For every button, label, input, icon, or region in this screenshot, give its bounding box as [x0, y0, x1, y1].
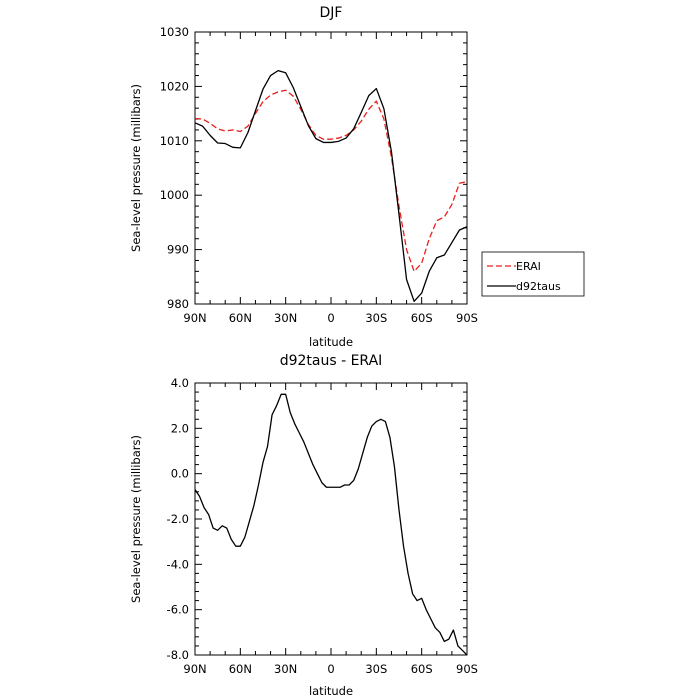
- chart-panel-2: d92taus - ERAI 90N 60N 30N 0 30S 60S 90S -8.0 -6.…: [129, 353, 478, 698]
- x-tick-label: 60S: [411, 662, 433, 676]
- y-tick-label: -2.0: [167, 512, 189, 526]
- x-tick-label: 90N: [183, 662, 206, 676]
- x-tick-label: 90S: [456, 311, 478, 325]
- x-tick-label: 90S: [456, 662, 478, 676]
- x-tick-label: 30N: [274, 662, 297, 676]
- y-tick-label: -4.0: [167, 557, 189, 571]
- y-axis-label: Sea-level pressure (millibars): [129, 435, 143, 603]
- legend-label-erai: ERAI: [516, 260, 541, 273]
- y-tick-label: 1000: [160, 188, 189, 202]
- y-tick-label: 1010: [160, 134, 189, 148]
- y-tick-label: -6.0: [167, 603, 189, 617]
- y-tick-label: 0.0: [171, 467, 189, 481]
- x-tick-label: 60N: [229, 311, 252, 325]
- x-axis-label: latitude: [309, 335, 353, 349]
- y-tick-label: 1030: [160, 25, 189, 39]
- legend-box: [481, 251, 585, 297]
- x-tick-label: 30S: [365, 662, 387, 676]
- y-tick-label: 1020: [160, 79, 189, 93]
- x-tick-label: 0: [327, 311, 334, 325]
- legend-label-d92taus: d92taus: [516, 280, 561, 293]
- x-tick-label: 30S: [365, 311, 387, 325]
- y-tick-label: -8.0: [167, 648, 189, 662]
- chart-title: DJF: [320, 5, 343, 21]
- series-line-d92taus: [195, 69, 467, 302]
- x-tick-label: 30N: [274, 311, 297, 325]
- series-line-difference: [195, 393, 467, 656]
- x-tick-label: 60N: [229, 662, 252, 676]
- chart-title: d92taus - ERAI: [280, 353, 383, 369]
- y-tick-label: 2.0: [171, 421, 189, 435]
- legend: ERAI d92taus: [481, 251, 585, 297]
- chart-panel-1: DJF 90N 60N 30N 0 30S 60S 90S 980 990 1000 1010 1020…: [129, 5, 585, 349]
- y-tick-label: 980: [167, 297, 189, 311]
- y-tick-label: 4.0: [171, 376, 189, 390]
- x-tick-label: 90N: [183, 311, 206, 325]
- x-tick-label: 0: [327, 662, 334, 676]
- plot-frame: [194, 31, 468, 305]
- x-axis-label: latitude: [309, 684, 353, 698]
- x-tick-label: 60S: [411, 311, 433, 325]
- y-axis-label: Sea-level pressure (millibars): [129, 84, 143, 252]
- y-tick-label: 990: [167, 243, 189, 257]
- plot-frame: [194, 382, 468, 656]
- series-line-erai: [195, 89, 467, 273]
